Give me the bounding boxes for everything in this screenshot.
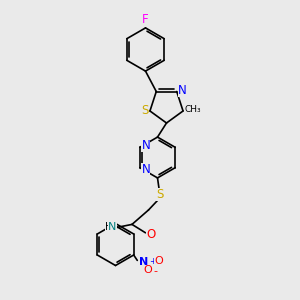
Text: O: O [154,256,163,266]
Text: O: O [146,228,155,241]
Text: H: H [105,222,112,232]
Text: N: N [108,222,117,232]
Text: F: F [142,13,149,26]
Text: +: + [149,256,156,266]
Text: N: N [139,257,148,267]
Text: -: - [153,266,157,276]
Text: S: S [156,188,163,201]
Text: N: N [142,163,150,176]
Text: O: O [143,265,152,275]
Text: S: S [141,104,148,118]
Text: N: N [178,83,187,97]
Text: CH₃: CH₃ [184,105,201,114]
Text: N: N [142,139,150,152]
